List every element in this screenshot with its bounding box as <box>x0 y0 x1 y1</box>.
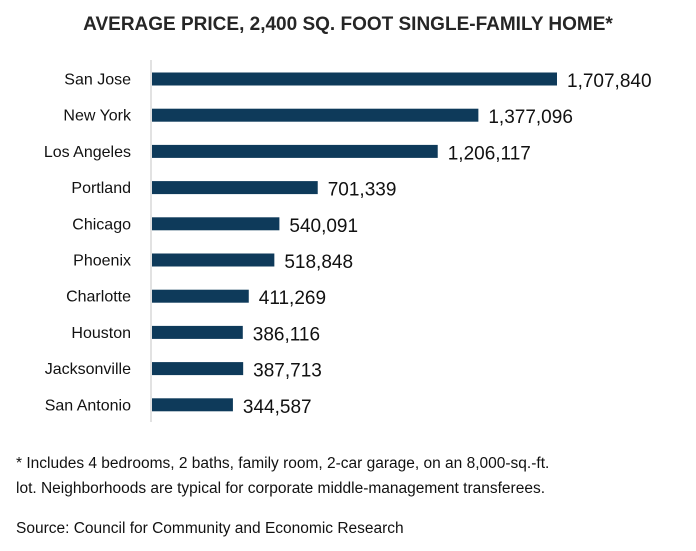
bar <box>152 181 318 195</box>
data-label: 518,848 <box>284 252 353 273</box>
category-label: Houston <box>71 325 131 342</box>
footnote-line-2: lot. Neighborhoods are typical for corpo… <box>16 480 545 497</box>
category-label: Jacksonville <box>45 361 131 378</box>
category-label: San Antonio <box>45 397 131 414</box>
bar <box>152 362 244 376</box>
category-label: Phoenix <box>73 253 131 270</box>
bar <box>152 217 280 231</box>
data-label: 387,713 <box>253 361 322 382</box>
data-label: 344,587 <box>243 397 312 418</box>
data-label: 411,269 <box>259 288 326 309</box>
data-label: 540,091 <box>289 216 358 237</box>
data-label: 1,707,840 <box>567 71 652 92</box>
data-label: 1,206,117 <box>448 143 531 164</box>
chart-title: AVERAGE PRICE, 2,400 SQ. FOOT SINGLE-FAM… <box>83 14 613 35</box>
category-label: Chicago <box>72 216 131 233</box>
bar <box>152 108 479 122</box>
category-label: Los Angeles <box>44 144 131 161</box>
category-label: New York <box>63 108 132 125</box>
bar <box>152 144 438 158</box>
source-note: Source: Council for Community and Econom… <box>16 520 404 537</box>
bar <box>152 289 249 303</box>
category-label: Charlotte <box>66 289 131 306</box>
bar <box>152 398 233 412</box>
bar <box>152 72 557 86</box>
data-label: 1,377,096 <box>488 107 573 128</box>
data-label: 701,339 <box>328 180 397 201</box>
bar <box>152 253 275 267</box>
footnote-line-1: * Includes 4 bedrooms, 2 baths, family r… <box>16 455 550 472</box>
category-label: San Jose <box>64 72 131 89</box>
data-label: 386,116 <box>253 324 320 345</box>
category-label: Portland <box>71 180 131 197</box>
bar <box>152 325 243 339</box>
bar-plot: San Jose 1,707,840 New York 1,377,096 Los An… <box>44 60 652 422</box>
